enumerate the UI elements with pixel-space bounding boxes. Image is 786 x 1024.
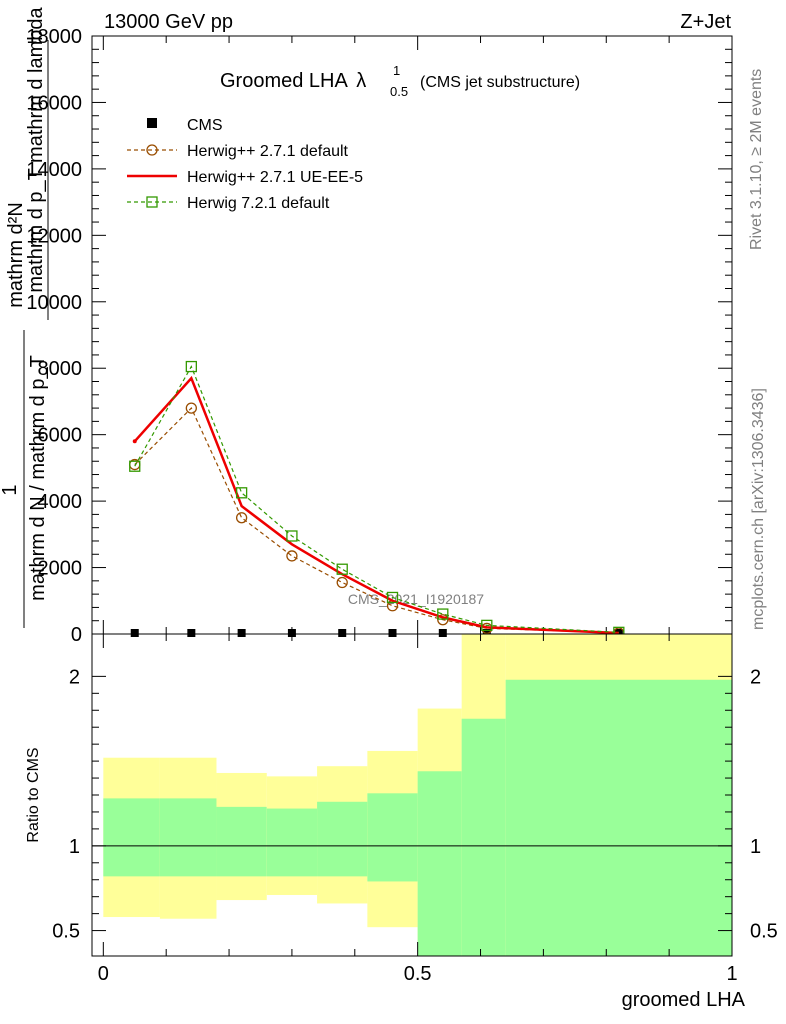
series-1-point-1 [185, 402, 197, 414]
legend-item-herwig-default: Herwig++ 2.7.1 default [127, 143, 349, 160]
ratio-xtick-label-1: 0.5 [404, 963, 432, 985]
ratio-inner-band-8 [505, 679, 732, 956]
legend-label-herwig7: Herwig 7.2.1 default [187, 195, 330, 212]
series-3-point-1 [185, 360, 197, 373]
title-sub: 0.5 [390, 84, 408, 99]
main-y-label: mathrm d²N mathrm d p_T mathrm d lambda … [0, 6, 49, 628]
legend-item-cms: CMS [147, 117, 223, 134]
title-note: (CMS jet substructure) [420, 74, 580, 91]
header-right: Z+Jet [680, 11, 731, 33]
ratio-inner-band-1 [159, 798, 217, 877]
legend-label-cms: CMS [187, 117, 223, 134]
series-3-point-4 [336, 563, 348, 575]
series-0-point-1 [187, 629, 196, 637]
ratio-inner-band-4 [317, 801, 368, 877]
series-line-1 [134, 407, 619, 634]
series-0-point-4 [338, 629, 347, 637]
series-3-point-7 [481, 619, 493, 632]
main-title: Groomed LHA λ [220, 70, 366, 92]
main-ytick-label-4: 8000 [38, 358, 83, 380]
ratio-y-label: Ratio to CMS [25, 747, 42, 842]
ratio-xtick-label-0: 0 [98, 963, 109, 985]
legend-label-herwig-ue: Herwig++ 2.7.1 UE-EE-5 [187, 169, 363, 186]
ylabel-denominator: mathrm d N / mathrm d p_T [27, 355, 49, 601]
series-3-point-2 [235, 487, 248, 499]
ratio-x-label: groomed LHA [622, 989, 746, 1011]
ylabel-numerator-b: mathrm d p_T mathrm d lambda [25, 6, 47, 292]
legend-label-herwig-default: Herwig++ 2.7.1 default [187, 143, 349, 160]
series-2-point-0 [132, 439, 137, 444]
title-text: Groomed LHA [220, 70, 348, 92]
main-y-axis: 0 2000 4000 6000 8000 10000 12000 14000 16000 180… [26, 26, 733, 646]
main-panel: CMS_2021_I1920187 0 2000 4000 6000 8000 10000… [0, 6, 733, 646]
title-sup: 1 [393, 63, 400, 78]
ylabel-one: 1 [0, 484, 21, 495]
header-left: 13000 GeV pp [104, 11, 233, 33]
ratio-ytick-label-2: 2 [69, 666, 80, 688]
series-1-point-3 [286, 550, 298, 562]
series-0-point-0 [130, 629, 139, 637]
ratio-ytick-label-0: 0.5 [52, 921, 80, 943]
series-3-point-6 [437, 608, 449, 620]
series-0-point-3 [287, 629, 296, 637]
series-0-point-2 [237, 629, 246, 637]
main-series [129, 360, 625, 639]
legend-item-herwig-ue: Herwig++ 2.7.1 UE-EE-5 [127, 169, 363, 186]
main-ytick-label-6: 12000 [26, 225, 82, 247]
ratio-panel: 0.5 0.51 12 2 0 0.5 1 Ratio to CMS groomed LH… [25, 633, 778, 1011]
watermark: CMS_2021_I1920187 [348, 591, 484, 607]
ratio-inner-band-5 [367, 793, 418, 882]
rivet-label: Rivet 3.1.10, ≥ 2M events [748, 69, 765, 250]
series-line-3 [134, 365, 619, 633]
series-0-point-5 [388, 629, 397, 637]
ratio-ytick-label-right-0: 0.5 [750, 921, 778, 943]
legend-marker-herwig-default [146, 144, 158, 156]
series-1-point-4 [336, 576, 348, 589]
ratio-bands [103, 634, 732, 956]
mcplots-label: mcplots.cern.ch [arXiv:1306.3436] [750, 388, 767, 630]
ratio-xtick-label-2: 1 [726, 963, 737, 985]
ratio-inner-band-2 [216, 806, 267, 877]
main-ytick-label-7: 14000 [26, 159, 82, 181]
main-ytick-label-1: 2000 [38, 558, 83, 580]
main-ytick-label-9: 18000 [26, 26, 82, 48]
ratio-ytick-label-right-1: 1 [750, 836, 761, 858]
ratio-x-axis: 0 0.5 1 [98, 634, 738, 985]
main-ytick-label-2: 4000 [38, 491, 83, 513]
ratio-inner-band-0 [103, 798, 160, 877]
ratio-inner-band-6 [417, 771, 462, 956]
ratio-inner-band-3 [266, 808, 318, 877]
ratio-ytick-label-1: 1 [69, 836, 80, 858]
legend-marker-cms [147, 118, 157, 128]
main-ytick-label-3: 6000 [38, 425, 83, 447]
legend-item-herwig7: Herwig 7.2.1 default [127, 195, 330, 212]
legend: CMS Herwig++ 2.7.1 default Herwig++ 2.7.… [127, 117, 363, 212]
main-ytick-label-5: 10000 [26, 292, 82, 314]
series-3-point-5 [386, 591, 399, 604]
ratio-y-axis: 0.5 0.5 1 1 2 2 [52, 666, 778, 942]
main-ytick-label-8: 16000 [26, 92, 82, 114]
ylabel-numerator-a: mathrm d²N [5, 202, 27, 308]
ratio-inner-band-7 [461, 718, 506, 956]
series-3-point-3 [286, 530, 298, 542]
legend-marker-herwig7 [146, 196, 158, 208]
series-0-point-6 [438, 629, 447, 637]
ratio-ytick-label-right-2: 2 [750, 666, 761, 688]
main-ytick-label-0: 0 [71, 624, 82, 646]
series-1-point-2 [235, 512, 248, 524]
series-3-point-0 [129, 460, 141, 472]
title-symbol: λ [356, 70, 366, 92]
